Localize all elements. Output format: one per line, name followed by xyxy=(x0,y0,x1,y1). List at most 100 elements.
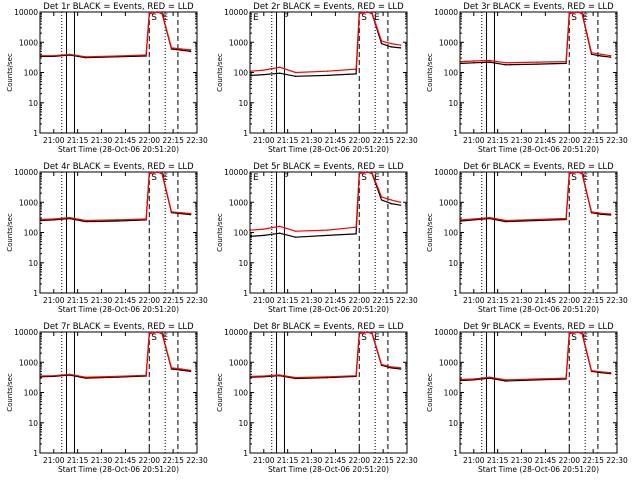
x-axis-label: Start Time (28-Oct-06 20:51:20) xyxy=(268,305,389,314)
data-point xyxy=(590,369,593,372)
event-marker-label: S xyxy=(571,333,577,343)
x-tick-label: 21:30 xyxy=(301,296,323,305)
data-point xyxy=(576,331,578,333)
y-tick-label: 10 xyxy=(28,99,38,108)
plot-frame xyxy=(249,11,408,134)
data-point xyxy=(84,220,87,223)
y-tick-label: 1000 xyxy=(439,38,458,47)
y-tick-label: 1000 xyxy=(19,38,38,47)
data-point xyxy=(460,60,462,63)
y-tick-label: 1 xyxy=(33,289,38,298)
data-point xyxy=(536,61,539,63)
x-axis-label: Start Time (28-Oct-06 20:51:20) xyxy=(478,145,599,154)
data-point xyxy=(145,374,147,377)
data-point xyxy=(590,52,593,54)
data-point xyxy=(189,369,192,372)
data-point xyxy=(189,370,192,373)
data-point xyxy=(250,70,252,72)
data-point xyxy=(609,372,612,374)
x-tick-label: 22:15 xyxy=(582,136,604,145)
y-tick-label: 100 xyxy=(444,69,459,78)
data-point xyxy=(489,376,491,378)
data-point xyxy=(355,226,357,228)
x-tick-label: 21:15 xyxy=(277,456,299,465)
data-point xyxy=(576,11,578,13)
data-point xyxy=(581,171,583,174)
x-tick-label: 22:15 xyxy=(162,296,184,305)
data-point xyxy=(326,70,329,72)
data-point xyxy=(53,218,55,220)
x-axis-label: Start Time (28-Oct-06 20:51:20) xyxy=(58,305,179,314)
y-tick-label: 10000 xyxy=(14,168,38,177)
y-tick-label: 10 xyxy=(448,99,458,108)
data-point xyxy=(263,69,265,71)
x-tick-label: 22:15 xyxy=(162,456,184,465)
chart-title: Det 9r BLACK = Events, RED = LLD xyxy=(463,322,614,332)
event-marker-label: E xyxy=(162,173,168,183)
y-tick-label: 1000 xyxy=(229,198,248,207)
data-point xyxy=(40,219,42,222)
y-axis-label: Counts/sec xyxy=(216,53,224,92)
x-tick-label: 22:00 xyxy=(348,296,370,305)
event-marker-label: E xyxy=(374,13,380,23)
x-tick-label: 22:00 xyxy=(138,136,160,145)
y-tick-label: 10 xyxy=(448,419,458,428)
y-axis-label: Counts/sec xyxy=(426,213,434,252)
data-point xyxy=(40,54,42,57)
x-tick-label: 21:15 xyxy=(487,136,509,145)
chart-title: Det 3r BLACK = Events, RED = LLD xyxy=(463,2,614,12)
data-point xyxy=(84,219,87,222)
data-point xyxy=(189,49,192,51)
y-tick-label: 100 xyxy=(234,69,249,78)
data-point xyxy=(371,331,373,334)
data-point xyxy=(390,202,392,205)
x-axis-label: Start Time (28-Oct-06 20:51:20) xyxy=(268,465,389,474)
x-tick-label: 21:15 xyxy=(487,296,509,305)
data-point xyxy=(504,220,507,223)
y-axis-label: Counts/sec xyxy=(216,373,224,412)
data-point xyxy=(460,378,462,381)
series-line-lld xyxy=(41,171,191,222)
event-marker-label: E xyxy=(162,13,168,23)
event-marker-label: F xyxy=(283,173,288,183)
chart-title: Det 6r BLACK = Events, RED = LLD xyxy=(463,162,614,172)
y-tick-label: 100 xyxy=(234,229,249,238)
data-point xyxy=(250,74,252,77)
data-point xyxy=(326,376,329,378)
x-tick-label: 22:00 xyxy=(348,456,370,465)
data-point xyxy=(180,212,182,214)
data-point xyxy=(69,373,71,375)
event-marker-label: F xyxy=(283,13,288,23)
data-point xyxy=(399,47,402,49)
x-tick-label: 22:30 xyxy=(396,456,418,465)
data-point xyxy=(161,171,163,174)
data-point xyxy=(358,11,360,14)
series-line-lld xyxy=(251,11,401,74)
y-tick-label: 1000 xyxy=(229,358,248,367)
data-point xyxy=(170,48,173,50)
x-axis-label: Start Time (28-Oct-06 20:51:20) xyxy=(478,465,599,474)
data-point xyxy=(600,212,602,215)
chart-panel-1: Det 1r BLACK = Events, RED = LLD 1 10 100 10… xyxy=(6,2,208,154)
event-marker-label: S xyxy=(361,173,367,183)
data-point xyxy=(156,171,158,173)
y-axis-label: Counts/sec xyxy=(6,53,14,92)
y-tick-label: 100 xyxy=(24,229,39,238)
event-marker-label: S xyxy=(151,13,157,23)
data-point xyxy=(161,331,163,334)
y-tick-label: 10000 xyxy=(224,168,248,177)
chart-title: Det 2r BLACK = Events, RED = LLD xyxy=(253,2,404,12)
y-tick-label: 1000 xyxy=(19,358,38,367)
y-axis-label: Counts/sec xyxy=(216,213,224,252)
chart-panel-8: Det 8r BLACK = Events, RED = LLD 1 10 100 10… xyxy=(216,322,418,474)
data-point xyxy=(536,218,539,221)
data-point xyxy=(565,62,567,65)
chart-title: Det 8r BLACK = Events, RED = LLD xyxy=(253,322,404,332)
data-point xyxy=(460,379,462,382)
event-marker-label: S xyxy=(151,173,157,183)
data-point xyxy=(536,378,539,380)
y-tick-label: 1 xyxy=(453,449,458,458)
data-point xyxy=(294,71,297,74)
data-point xyxy=(366,11,368,13)
